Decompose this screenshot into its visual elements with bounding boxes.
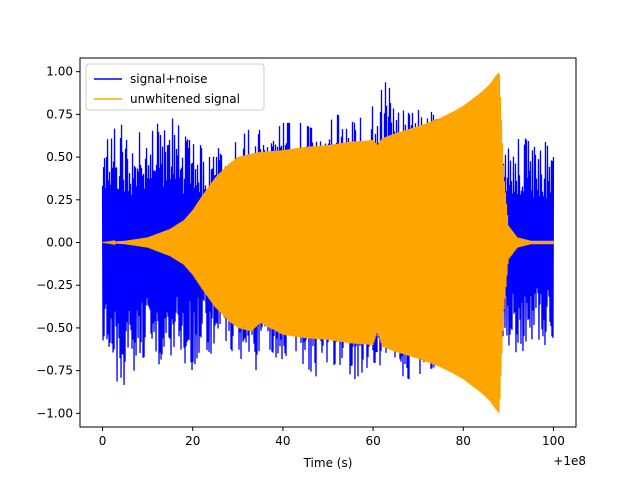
x-tick-label: 80 bbox=[456, 434, 471, 448]
y-tick-label: 0.75 bbox=[46, 107, 73, 121]
legend-label: signal+noise bbox=[130, 72, 207, 86]
series-line bbox=[102, 72, 555, 413]
y-tick-label: 0.00 bbox=[46, 236, 73, 250]
x-offset-label: +1e8 bbox=[553, 454, 586, 468]
x-tick-label: 100 bbox=[542, 434, 565, 448]
y-axis: −1.00 −0.75 −0.50 −0.25 0.00 0.25 0.50 0.75 1.00 bbox=[36, 65, 80, 420]
x-tick-label: 60 bbox=[365, 434, 380, 448]
x-axis: 0 20 40 60 80 100 bbox=[99, 427, 565, 448]
y-tick-label: −0.25 bbox=[36, 278, 73, 292]
y-tick-label: 1.00 bbox=[46, 65, 73, 79]
series-layer bbox=[101, 72, 555, 413]
legend: signal+noise unwhitened signal bbox=[85, 63, 265, 111]
y-tick-label: 0.50 bbox=[46, 150, 73, 164]
y-tick-label: −1.00 bbox=[36, 406, 73, 420]
y-tick-label: −0.50 bbox=[36, 321, 73, 335]
x-tick-label: 0 bbox=[99, 434, 107, 448]
series-unwhitened-signal bbox=[102, 72, 555, 413]
x-tick-label: 40 bbox=[275, 434, 290, 448]
legend-label: unwhitened signal bbox=[130, 92, 240, 106]
legend-box bbox=[85, 63, 265, 111]
y-tick-label: 0.25 bbox=[46, 193, 73, 207]
x-axis-label: Time (s) bbox=[303, 456, 353, 470]
x-tick-label: 20 bbox=[185, 434, 200, 448]
y-tick-label: −0.75 bbox=[36, 364, 73, 378]
